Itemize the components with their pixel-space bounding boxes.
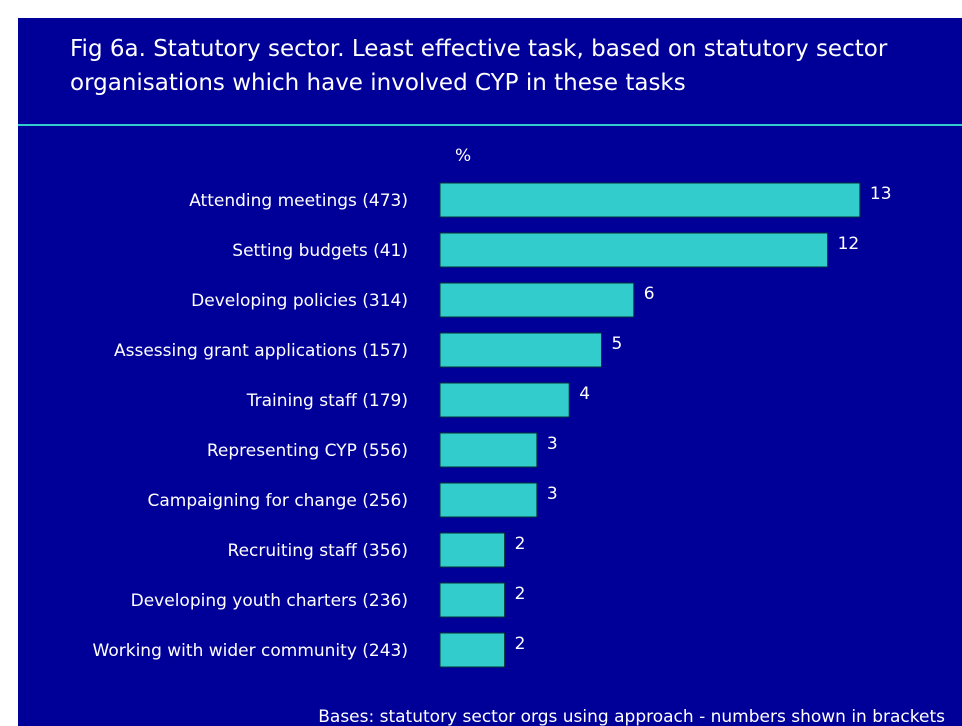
note: Bases: statutory sector orgs using appro… <box>318 707 945 726</box>
category-label: Training staff (179) <box>246 391 408 411</box>
value-label: 4 <box>579 384 590 404</box>
value-label: 2 <box>515 634 526 654</box>
value-label: 13 <box>870 184 892 204</box>
category-label: Recruiting staff (356) <box>228 541 408 561</box>
chart: % Bases: statutory sector orgs using app… <box>93 146 946 726</box>
category-label: Working with wider community (243) <box>93 641 408 661</box>
bar <box>439 632 506 668</box>
x-axis-label: % <box>455 146 471 166</box>
title-rule <box>18 124 962 126</box>
value-label: 2 <box>515 534 526 554</box>
bar <box>439 182 861 218</box>
category-label: Developing policies (314) <box>191 291 408 311</box>
bar <box>439 282 635 318</box>
category-label: Setting budgets (41) <box>232 241 408 261</box>
bar <box>439 482 538 518</box>
bar <box>439 332 602 368</box>
bar <box>439 582 506 618</box>
value-label: 3 <box>547 434 558 454</box>
bar <box>439 382 570 418</box>
value-label: 12 <box>838 234 860 254</box>
panel: Fig 6a. Statutory sector. Least effectiv… <box>18 18 962 726</box>
value-label: 3 <box>547 484 558 504</box>
category-label: Attending meetings (473) <box>189 191 408 211</box>
category-label: Representing CYP (556) <box>207 441 408 461</box>
chart-title: Fig 6a. Statutory sector. Least effectiv… <box>70 36 888 96</box>
value-label: 2 <box>515 584 526 604</box>
bar <box>439 432 538 468</box>
value-label: 6 <box>644 284 655 304</box>
bar <box>439 232 829 268</box>
value-label: 5 <box>612 334 623 354</box>
category-label: Developing youth charters (236) <box>131 591 408 611</box>
bar <box>439 532 506 568</box>
category-label: Assessing grant applications (157) <box>114 341 408 361</box>
category-label: Campaigning for change (256) <box>148 491 409 511</box>
